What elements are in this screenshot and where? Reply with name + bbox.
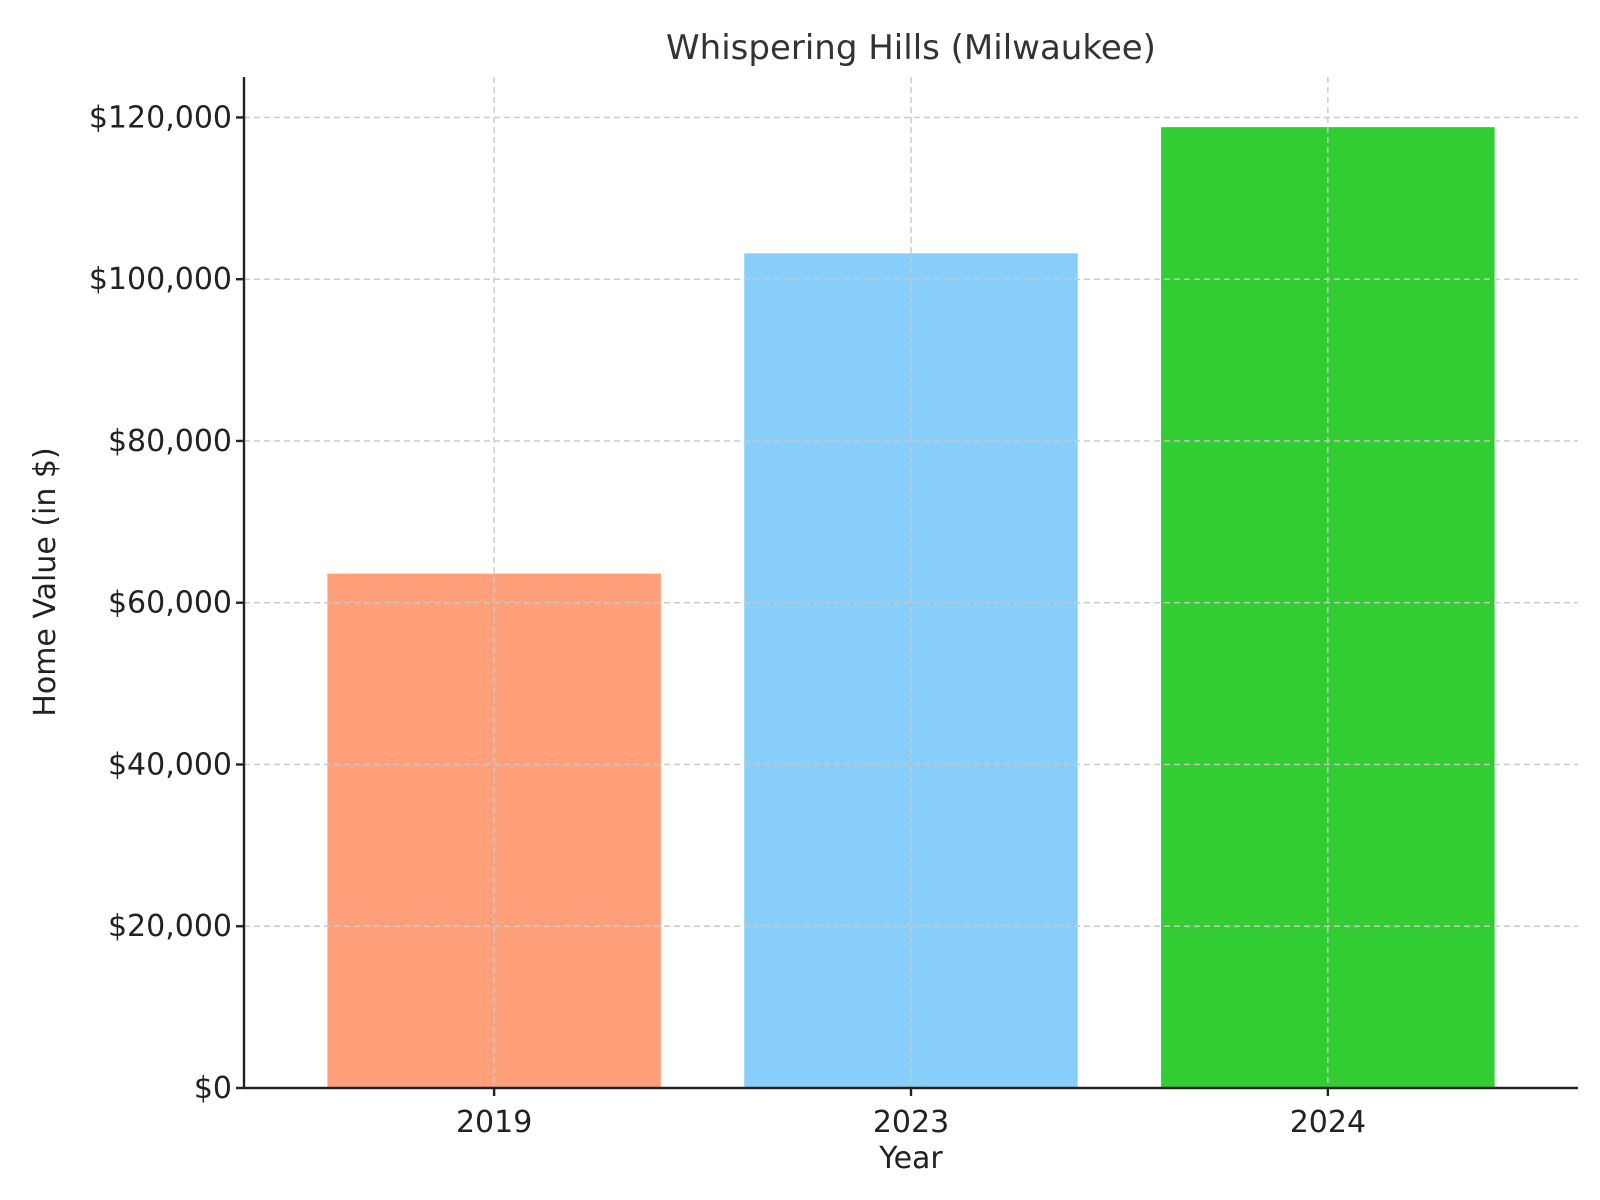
- x-tick-label: 2023: [873, 1105, 949, 1140]
- grid-layer: [244, 77, 1578, 1088]
- y-tick-label: $0: [194, 1071, 232, 1106]
- chart-title: Whispering Hills (Milwaukee): [666, 28, 1156, 68]
- y-tick-label: $40,000: [108, 747, 232, 782]
- y-tick-label: $120,000: [89, 100, 232, 135]
- y-axis-label: Home Value (in $): [28, 447, 63, 716]
- x-tick-label: 2019: [456, 1105, 532, 1140]
- y-tick-label: $60,000: [108, 586, 232, 621]
- y-tick-label: $100,000: [89, 262, 232, 297]
- x-axis-label: Year: [878, 1141, 943, 1176]
- tick-layer: $0 $20,000 $40,000 $60,000 $80,000 $100,000 $1…: [89, 100, 1366, 1140]
- x-tick-label: 2024: [1290, 1105, 1366, 1140]
- y-tick-label: $80,000: [108, 424, 232, 459]
- y-tick-label: $20,000: [108, 909, 232, 944]
